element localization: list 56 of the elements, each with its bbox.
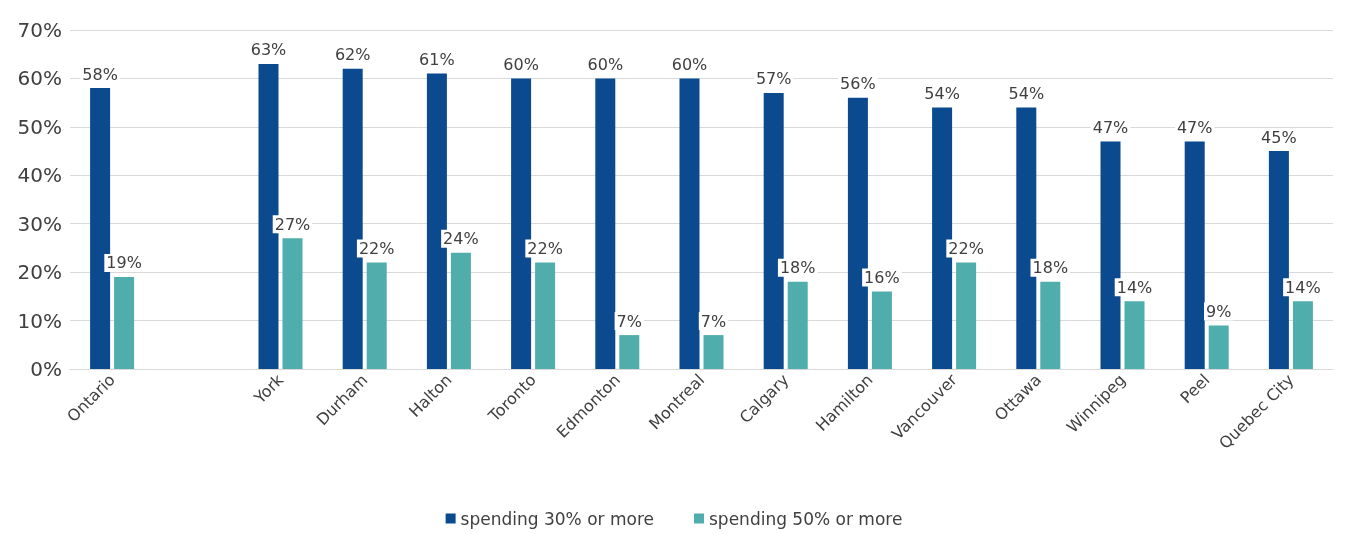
data-label: 19% xyxy=(106,253,142,273)
bar xyxy=(366,262,387,369)
data-label: 18% xyxy=(779,258,816,278)
x-tick-label: York xyxy=(249,369,288,408)
bar xyxy=(1184,141,1205,369)
data-label: 62% xyxy=(334,45,371,65)
data-label: 9% xyxy=(1206,301,1232,321)
bar xyxy=(787,281,808,369)
data-label: 22% xyxy=(527,238,563,258)
y-tick-label: 40% xyxy=(17,163,62,188)
data-label: 60% xyxy=(671,54,708,74)
bar xyxy=(595,78,616,369)
data-label: 54% xyxy=(1008,83,1045,103)
data-label: 18% xyxy=(1032,258,1069,278)
data-label: 27% xyxy=(274,214,311,234)
y-tick-label: 0% xyxy=(30,357,62,381)
bar xyxy=(679,78,700,369)
y-tick-label: 20% xyxy=(17,260,62,285)
data-label: 14% xyxy=(1116,277,1153,297)
data-label: 47% xyxy=(1176,117,1213,137)
bar xyxy=(619,335,640,369)
data-label: 22% xyxy=(948,238,984,258)
bar xyxy=(1040,281,1061,369)
y-tick-label: 60% xyxy=(17,66,62,91)
data-label: 7% xyxy=(616,311,642,331)
data-label: 54% xyxy=(924,83,960,103)
data-label: 61% xyxy=(419,50,455,70)
bar xyxy=(450,252,471,369)
data-label: 47% xyxy=(1092,117,1129,137)
y-tick-label: 70% xyxy=(17,18,62,42)
y-tick-label: 10% xyxy=(17,308,62,333)
bar xyxy=(1292,301,1313,369)
data-label: 45% xyxy=(1261,127,1297,147)
data-label: 22% xyxy=(358,238,395,258)
bar xyxy=(1208,325,1229,369)
data-label: 63% xyxy=(250,40,287,60)
legend-label: spending 50% or more xyxy=(709,508,903,529)
bar xyxy=(1124,301,1145,369)
data-label: 16% xyxy=(864,268,900,288)
y-tick-label: 30% xyxy=(17,211,62,236)
data-label: 60% xyxy=(587,54,624,74)
bar xyxy=(956,262,977,369)
y-tick-label: 50% xyxy=(17,114,62,139)
bar xyxy=(871,291,892,369)
bar xyxy=(703,335,724,369)
bar xyxy=(114,276,135,369)
data-label: 57% xyxy=(755,69,792,89)
data-label: 24% xyxy=(443,229,479,249)
data-label: 60% xyxy=(503,54,539,74)
bar xyxy=(282,238,303,369)
legend-label: spending 30% or more xyxy=(460,508,655,529)
bar xyxy=(535,262,556,369)
data-label: 56% xyxy=(840,74,876,94)
data-label: 7% xyxy=(700,311,727,331)
data-label: 14% xyxy=(1285,277,1321,297)
data-label: 58% xyxy=(82,64,118,84)
